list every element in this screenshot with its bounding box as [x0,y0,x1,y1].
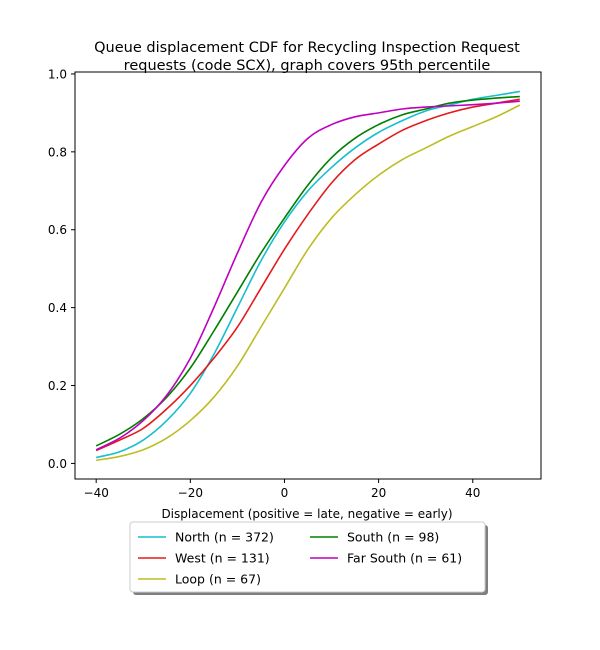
chart-title-line2: requests (code SCX), graph covers 95th p… [124,58,491,74]
legend-entry-label: West (n = 131) [175,551,270,566]
y-tick-label: 0.0 [48,457,67,471]
plot-frame [74,71,542,480]
y-axis: 0.0 0.2 0.4 0.6 0.8 1.0 [48,67,75,471]
legend-entry-label: North (n = 372) [175,530,274,545]
x-axis-label: Displacement (positive = late, negative … [161,507,452,521]
series-line-2 [96,104,521,462]
legend-entry-label: Loop (n = 67) [175,572,261,587]
series-line-4 [95,100,520,451]
x-tick-label: −20 [178,486,203,500]
legend-entry-label: South (n = 98) [347,530,439,545]
y-tick-label: 0.6 [48,223,67,237]
series-line-1 [95,98,520,452]
x-tick-label: 0 [281,486,289,500]
series-line-0 [95,90,520,459]
y-tick-label: 1.0 [48,67,67,81]
chart-title-line1: Queue displacement CDF for Recycling Ins… [94,40,520,56]
x-tick-label: 20 [371,486,386,500]
x-tick-label: 40 [465,486,480,500]
y-tick-label: 0.8 [48,145,67,159]
x-tick-label: −40 [84,486,109,500]
y-tick-label: 0.2 [48,379,67,393]
x-axis: −40 −20 0 20 40 [84,479,480,500]
y-tick-label: 0.4 [48,301,67,315]
plot-lines [95,90,521,462]
legend: North (n = 372) West (n = 131) Loop (n = 6… [129,521,488,595]
legend-entry-label: Far South (n = 61) [347,551,462,566]
legend-box [129,521,486,593]
series-line-3 [95,95,520,447]
